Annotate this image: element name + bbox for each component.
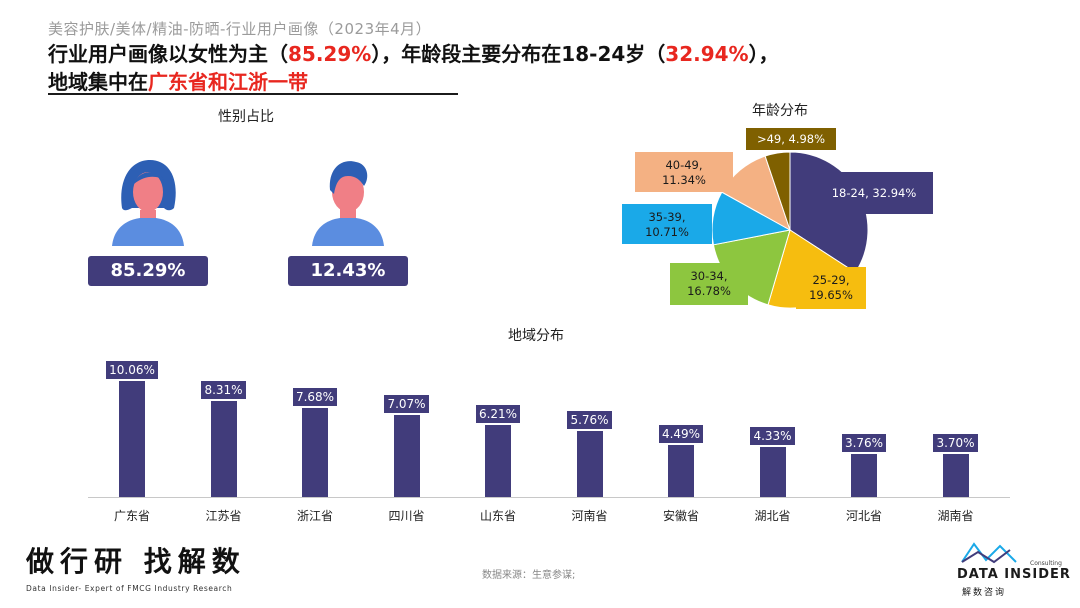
headline-mid: ），年龄段主要分布在18-24岁（ <box>371 42 666 66</box>
pie-data-label: 40-49, 11.34% <box>662 158 706 187</box>
brand-tagline: Data Insider- Expert of FMCG Industry Re… <box>26 584 233 593</box>
gender-section-title: 性别占比 <box>218 109 274 125</box>
pie-label-box-5 <box>746 128 836 150</box>
age-pie-chart: 18-24, 32.94% 25-29, 19.65% 30-34, 16.78% 35-… <box>622 128 933 309</box>
bar-category-label: 河北省 <box>845 509 882 523</box>
bar-category-label: 江苏省 <box>205 509 242 523</box>
pie-slice--49 <box>764 151 791 231</box>
data-insider-logo-icon <box>960 540 1020 566</box>
pie-data-label: 35-39, 10.71% <box>645 210 689 239</box>
headline-prefix: 行业用户画像以女性为主（ <box>48 42 288 66</box>
headline-underline <box>48 93 458 95</box>
female-pct-box: 85.29% <box>88 256 208 286</box>
headline-female-pct: 85.29% <box>288 42 372 66</box>
bar-7 <box>759 447 786 497</box>
pie-data-label: 25-29, 19.65% <box>809 273 853 302</box>
headline-line-2: 地域集中在广东省和江浙一带 <box>48 68 779 96</box>
bar-category-label: 安徽省 <box>662 509 699 523</box>
logo-consulting: Consulting <box>1030 560 1062 567</box>
male-avatar-icon <box>300 150 396 246</box>
bar-value-label: 6.21% <box>475 405 521 424</box>
headline-suffix: ）， <box>748 42 779 66</box>
bar-6 <box>668 445 694 497</box>
region-section-title: 地域分布 <box>508 328 564 344</box>
pie-label-box-4 <box>635 152 733 192</box>
pie-label-box-2 <box>670 263 748 305</box>
bar-1 <box>210 401 237 497</box>
bar-0 <box>119 381 145 497</box>
headline-age-pct: 32.94% <box>665 42 749 66</box>
bar-value-label: 8.31% <box>201 381 246 400</box>
bar-category-label: 四川省 <box>388 509 425 523</box>
brand-slogan: 做行研 找解数 <box>26 545 246 578</box>
headline-region-prefix: 地域集中在 <box>48 70 148 94</box>
pie-label-box-1 <box>796 267 866 309</box>
headline-region-highlight: 广东省和江浙一带 <box>148 70 308 94</box>
female-avatar-icon <box>100 150 196 246</box>
bar-category-label: 浙江省 <box>296 509 333 523</box>
bar-value-label: 7.07% <box>384 395 429 414</box>
bar-value-label: 7.68% <box>292 388 338 407</box>
pie-data-label: 30-34, 16.78% <box>687 269 731 298</box>
bar-value-label: 5.76% <box>567 410 612 429</box>
bar-value-label: 3.70% <box>933 434 978 453</box>
headline: 行业用户画像以女性为主（85.29%），年龄段主要分布在18-24岁（32.94… <box>48 40 779 96</box>
bar-category-label: 山东省 <box>479 509 516 523</box>
bar-category-label: 湖南省 <box>937 509 974 523</box>
male-pct-box: 12.43% <box>288 256 408 286</box>
headline-line-1: 行业用户画像以女性为主（85.29%），年龄段主要分布在18-24岁（32.94… <box>48 40 779 68</box>
logo-text: DATA INSIDER <box>957 567 1071 582</box>
bar-4 <box>485 425 511 497</box>
report-subtitle: 美容护肤/美体/精油-防晒-行业用户画像（2023年4月） <box>48 20 432 38</box>
bar-value-label: 4.33% <box>750 427 795 446</box>
bar-value-label: 4.49% <box>658 425 704 444</box>
age-section-title: 年龄分布 <box>752 103 808 119</box>
bar-2 <box>302 408 328 497</box>
data-source: 数据来源：生意参谋; <box>482 570 576 581</box>
bar-category-label: 广东省 <box>113 509 150 523</box>
pie-data-label: 18-24, 32.94% <box>832 186 917 200</box>
pie-data-label: >49, 4.98% <box>757 132 825 146</box>
logo-subtext: 解数咨询 <box>962 588 1007 598</box>
bar-value-label: 3.76% <box>841 433 887 452</box>
bar-chart-baseline <box>88 497 1010 498</box>
bar-3 <box>393 415 420 497</box>
bar-category-label: 湖北省 <box>754 509 791 523</box>
pie-label-box-0 <box>815 172 933 214</box>
pie-label-box-3 <box>622 204 712 244</box>
bar-9 <box>942 454 969 497</box>
bar-category-label: 河南省 <box>571 509 608 523</box>
bar-value-label: 10.06% <box>106 361 158 379</box>
bar-5 <box>576 430 603 497</box>
bar-8 <box>851 453 877 497</box>
